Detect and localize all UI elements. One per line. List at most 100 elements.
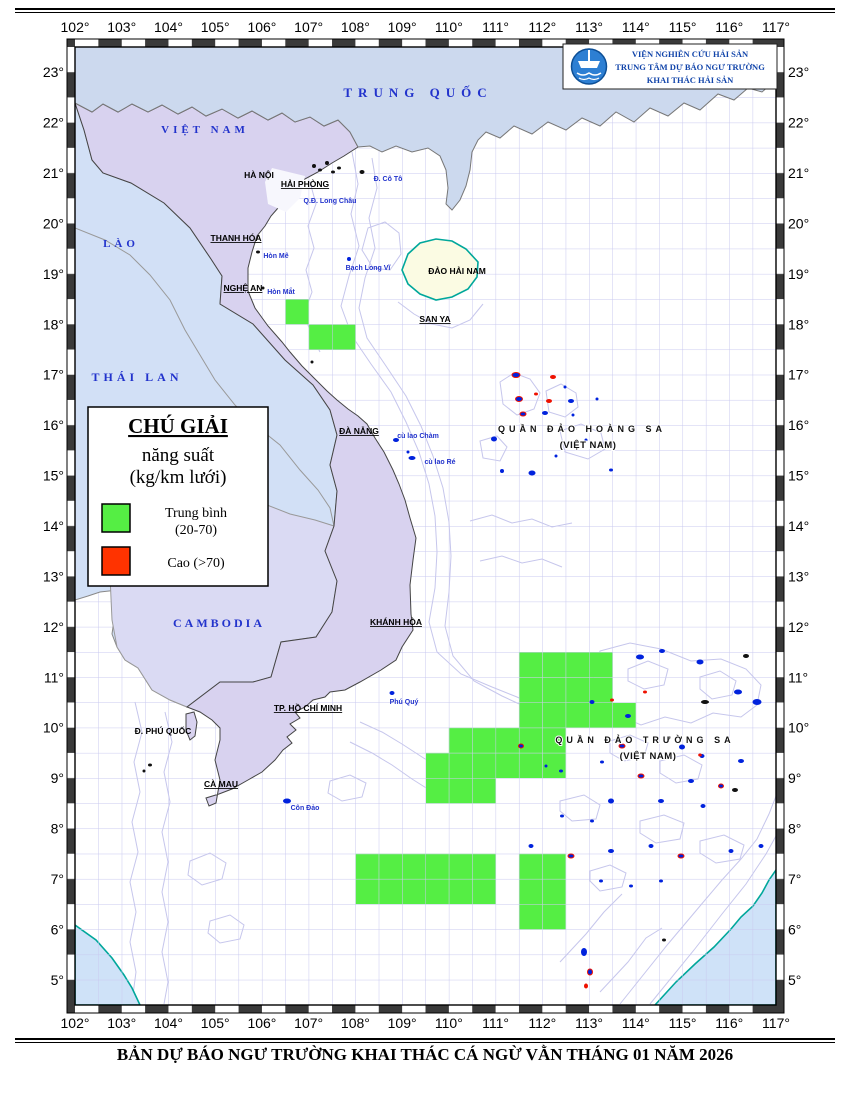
lon-axis-label: 107° xyxy=(294,1015,323,1031)
lon-axis-label: 102° xyxy=(61,19,90,35)
lon-axis-label: 113° xyxy=(575,1015,603,1031)
lon-axis-label: 105° xyxy=(201,19,230,35)
island-label: Hòn Mắt xyxy=(267,287,295,296)
island-label: cù lao Ré xyxy=(424,459,455,466)
lat-axis-label: 23° xyxy=(43,64,64,80)
lon-axis-label: 117° xyxy=(762,1015,790,1031)
legend-sub1: năng suất xyxy=(142,445,215,466)
city-label: KHÁNH HÒA xyxy=(370,616,422,627)
lat-axis-label: 8° xyxy=(788,821,801,837)
lon-axis-label: 110° xyxy=(435,1015,463,1031)
island-label: Q.Đ. Long Châu xyxy=(304,198,357,205)
lon-axis-label: 111° xyxy=(482,1015,509,1031)
lat-axis-label: 13° xyxy=(788,568,809,584)
page-bottom-rule xyxy=(15,1038,835,1043)
lat-axis-label: 18° xyxy=(788,316,809,332)
city-label: HÀ NỘI xyxy=(244,169,274,180)
blue-island-marks xyxy=(283,257,764,976)
lat-axis-label: 15° xyxy=(43,468,64,484)
lon-axis-label: 112° xyxy=(528,19,556,35)
lon-axis-label: 105° xyxy=(201,1015,230,1031)
map-labels-layer: TRUNG QUỐC VIỆT NAM LÀO THÁI LAN CAMBODIA HÀ … xyxy=(91,85,734,812)
lat-axis-label: 7° xyxy=(51,871,64,887)
lon-axis-label: 109° xyxy=(388,1015,417,1031)
lon-axis-label: 103° xyxy=(107,1015,136,1031)
legend-sub2: (kg/km lưới) xyxy=(130,467,227,488)
island-label: cù lao Chàm xyxy=(397,433,439,440)
island-label: Côn Đảo xyxy=(291,805,320,812)
city-label: CÀ MAU xyxy=(204,779,238,789)
lon-axis-label: 114° xyxy=(622,1015,650,1031)
legend-swatch-medium xyxy=(101,503,131,533)
country-label: CAMBODIA xyxy=(173,616,265,630)
lat-axis-label: 12° xyxy=(788,619,809,635)
lat-axis-label: 12° xyxy=(43,619,64,635)
legend-heading: CHÚ GIẢI xyxy=(128,414,228,438)
lon-axis-label: 114° xyxy=(622,19,650,35)
archipelago-label: (VIỆT NAM) xyxy=(560,439,617,451)
lon-axis-label: 106° xyxy=(247,1015,276,1031)
lon-axis-label: 113° xyxy=(575,19,603,35)
lat-axis-label: 6° xyxy=(51,921,64,937)
country-label: LÀO xyxy=(103,238,139,250)
logo-box: VIỆN NGHIÊN CỨU HẢI SẢN TRUNG TÂM DỰ BÁO… xyxy=(562,43,778,90)
lat-axis-label: 21° xyxy=(43,165,64,181)
lat-axis-label: 14° xyxy=(788,518,809,534)
lat-axis-label: 9° xyxy=(51,770,64,786)
archipelago-label: QUẦN ĐẢO TRƯỜNG SA xyxy=(555,734,734,745)
lon-axis-label: 111° xyxy=(482,19,509,35)
city-label: Đ. PHÚ QUỐC xyxy=(135,725,192,736)
lon-axis-label: 116° xyxy=(715,19,743,35)
lat-axis-label: 16° xyxy=(788,417,809,433)
axis-labels: 102° 102° 103° 103° 104° 104° 105° 105° 106° 106°… xyxy=(43,19,809,1031)
black-island-marks xyxy=(142,161,749,942)
lat-axis-label: 10° xyxy=(43,720,64,736)
lat-axis-label: 19° xyxy=(788,266,809,282)
legend-label-medium: Trung bình xyxy=(165,506,227,521)
island-label: Bạch Long Vĩ xyxy=(346,265,392,272)
city-label: TP. HỒ CHÍ MINH xyxy=(274,702,342,713)
lon-axis-label: 115° xyxy=(669,19,697,35)
lat-axis-label: 6° xyxy=(788,921,801,937)
lon-axis-label: 103° xyxy=(107,19,136,35)
city-label: THANH HÓA xyxy=(211,232,262,243)
lat-axis-label: 20° xyxy=(43,215,64,231)
red-island-marks xyxy=(534,375,702,989)
lat-axis-label: 5° xyxy=(51,972,64,988)
lat-axis-label: 22° xyxy=(788,115,809,131)
legend-label-high: Cao (>70) xyxy=(167,556,225,571)
island-label: Phú Quý xyxy=(390,699,419,706)
red-river-delta xyxy=(265,168,305,212)
legend-box: CHÚ GIẢI năng suất (kg/km lưới) Trung bì… xyxy=(87,406,269,587)
country-label: VIỆT NAM xyxy=(161,123,249,136)
page-top-rule xyxy=(15,8,835,13)
lat-axis-label: 8° xyxy=(51,821,64,837)
lon-axis-label: 104° xyxy=(154,1015,183,1031)
org-name-line2: TRUNG TÂM DỰ BÁO NGƯ TRƯỜNG xyxy=(615,62,765,72)
city-label: HẢI PHÒNG xyxy=(281,178,330,189)
lat-axis-label: 23° xyxy=(788,64,809,80)
lon-axis-label: 107° xyxy=(294,19,323,35)
lon-axis-label: 112° xyxy=(528,1015,556,1031)
page-title: BẢN DỰ BÁO NGƯ TRƯỜNG KHAI THÁC CÁ NGỪ V… xyxy=(117,1045,733,1064)
lon-axis-label: 110° xyxy=(435,19,463,35)
lon-axis-label: 115° xyxy=(669,1015,697,1031)
lat-axis-label: 21° xyxy=(788,165,809,181)
island-marks xyxy=(142,161,764,989)
map-frame xyxy=(66,38,785,1014)
city-label: NGHỆ AN xyxy=(224,282,263,293)
lon-axis-label: 104° xyxy=(154,19,183,35)
laos-thailand-border xyxy=(75,227,335,527)
lon-axis-label: 116° xyxy=(715,1015,743,1031)
lon-axis-label: 108° xyxy=(341,19,370,35)
lat-axis-label: 7° xyxy=(788,871,801,887)
lon-axis-label: 102° xyxy=(61,1015,90,1031)
lat-axis-label: 5° xyxy=(788,972,801,988)
map-canvas: TRUNG QUỐC VIỆT NAM LÀO THÁI LAN CAMBODIA HÀ … xyxy=(75,47,776,1005)
archipelago-label: (VIỆT NAM) xyxy=(620,750,677,762)
hainan-island xyxy=(401,238,479,301)
city-label: SAN YA xyxy=(419,314,450,324)
island-label: Đ. Cô Tô xyxy=(374,176,403,183)
lat-axis-label: 16° xyxy=(43,417,64,433)
lat-axis-label: 15° xyxy=(788,468,809,484)
